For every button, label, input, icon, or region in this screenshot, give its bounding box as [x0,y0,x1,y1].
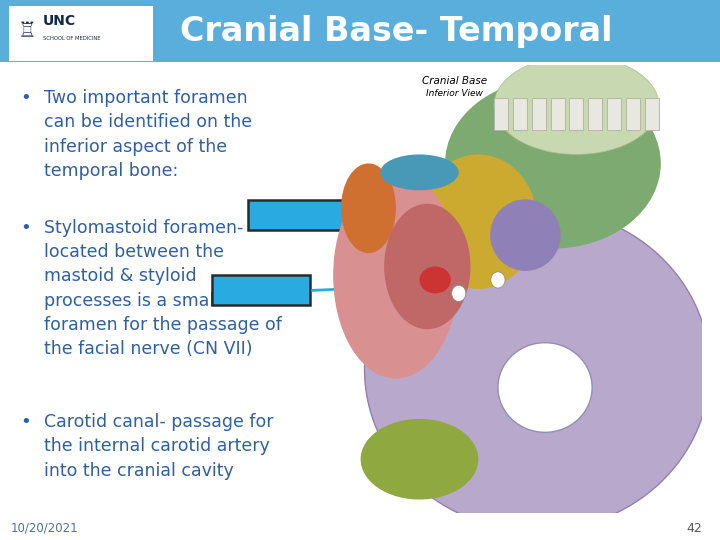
Bar [588,98,603,130]
Bar [551,98,564,130]
Text: Inferior View: Inferior View [426,90,483,98]
Ellipse shape [490,199,561,271]
Bar [0,0,720,62]
Bar [494,98,508,130]
Text: ♖: ♖ [17,21,36,40]
Bar [0,62,720,540]
Bar [644,98,659,130]
Ellipse shape [445,78,661,248]
Text: •: • [20,89,31,107]
Ellipse shape [498,343,592,433]
Text: Stylomastoid foramen-
located between the
mastoid & styloid
processes is a small: Stylomastoid foramen- located between th… [44,219,282,358]
Ellipse shape [341,164,396,253]
Text: Cranial Base- Temporal: Cranial Base- Temporal [180,15,612,48]
Bar [626,98,640,130]
Text: 10/20/2021: 10/20/2021 [11,522,78,535]
Text: Carotid canal- passage for
the internal carotid artery
into the cranial cavity: Carotid canal- passage for the internal … [44,413,274,480]
Bar [531,98,546,130]
Text: •: • [20,413,31,431]
Bar [513,98,527,130]
Ellipse shape [420,267,451,293]
Text: Cranial Base: Cranial Base [422,76,487,86]
Text: Two important foramen
can be identified on the
inferior aspect of the
temporal b: Two important foramen can be identified … [44,89,252,180]
Circle shape [491,272,505,288]
Ellipse shape [380,154,459,190]
Ellipse shape [361,419,478,500]
Bar [9,6,153,61]
Text: •: • [20,219,31,237]
Text: 42: 42 [686,522,702,535]
Text: SCHOOL OF MEDICINE: SCHOOL OF MEDICINE [43,37,101,42]
Bar [212,275,310,305]
Ellipse shape [384,204,470,329]
Ellipse shape [420,154,537,289]
Bar [607,98,621,130]
Text: UNC: UNC [43,14,76,28]
Bar [248,200,346,230]
Ellipse shape [364,208,710,531]
Ellipse shape [333,172,459,379]
Ellipse shape [494,56,659,154]
Bar [570,98,583,130]
Circle shape [451,285,466,301]
